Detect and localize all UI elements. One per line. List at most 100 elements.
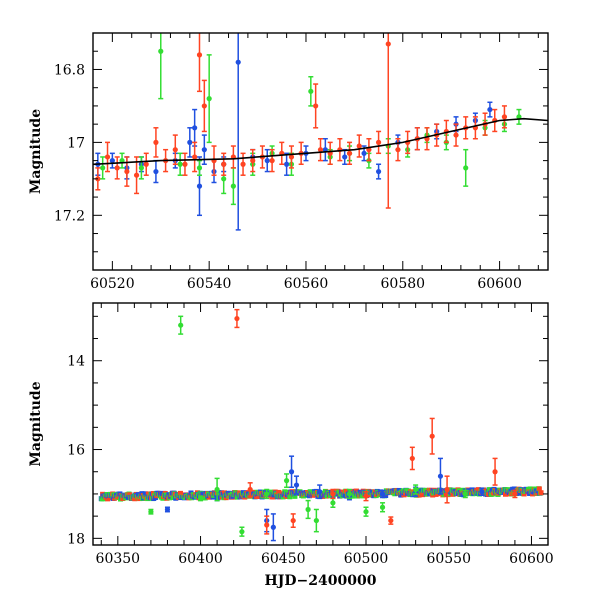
data-point <box>214 477 220 502</box>
data-point <box>196 159 203 176</box>
data-point <box>346 488 353 500</box>
point-marker <box>196 52 203 58</box>
data-point <box>317 484 323 500</box>
point-marker <box>114 165 120 171</box>
data-point <box>182 152 188 176</box>
data-point <box>192 141 198 173</box>
point-marker <box>444 486 450 493</box>
x-tick-label: 60540 <box>187 276 232 292</box>
point-marker <box>361 150 367 156</box>
baseline-point <box>223 495 229 501</box>
baseline-point <box>132 496 138 502</box>
point-marker <box>221 176 227 182</box>
data-point <box>317 137 324 162</box>
point-marker <box>453 132 459 138</box>
data-point <box>288 455 295 489</box>
point-marker <box>501 114 508 120</box>
point-marker <box>463 165 469 171</box>
point-marker <box>479 489 485 495</box>
data-point <box>283 473 290 489</box>
data-point <box>313 83 319 129</box>
data-point <box>196 33 203 93</box>
x-axis-label: HJD−2400000 <box>265 573 377 589</box>
data-point <box>516 108 522 125</box>
data-point <box>269 148 275 173</box>
point-marker <box>492 469 498 475</box>
top-panel: 60520 60540 60560 60580 60600 16.8 17 17.2 Magni… <box>28 32 549 292</box>
data-point <box>413 484 419 495</box>
data-point <box>234 308 240 329</box>
point-marker <box>379 491 386 497</box>
point-marker <box>240 161 246 167</box>
x-tick-label: 60520 <box>90 276 135 292</box>
baseline-point <box>145 491 151 497</box>
data-point <box>444 475 450 504</box>
baseline-point <box>234 494 240 500</box>
point-marker <box>363 493 369 499</box>
point-marker <box>104 154 111 160</box>
point-marker <box>305 506 311 513</box>
point-marker <box>133 172 140 178</box>
point-marker <box>342 154 348 160</box>
point-marker <box>284 161 290 167</box>
baseline-point <box>511 486 517 492</box>
data-point <box>239 526 245 537</box>
baseline-point <box>343 488 349 494</box>
data-point <box>143 152 149 176</box>
data-point <box>288 145 295 169</box>
data-point <box>346 141 353 166</box>
data-point <box>240 152 246 176</box>
point-marker <box>293 482 300 488</box>
point-marker <box>148 509 154 515</box>
x-tick-label: 60560 <box>284 276 329 292</box>
axes-frame <box>92 32 549 271</box>
data-point <box>206 54 212 144</box>
y-tick-label: 17 <box>67 135 85 151</box>
point-marker <box>330 500 336 506</box>
point-marker <box>138 165 145 171</box>
x-tick-label: 60580 <box>381 276 426 292</box>
point-marker <box>317 489 323 495</box>
point-marker <box>201 147 207 153</box>
data-point <box>463 148 469 187</box>
point-marker <box>234 315 240 322</box>
baseline-point <box>276 489 282 495</box>
baseline-point <box>516 490 522 496</box>
point-marker <box>264 522 270 528</box>
baseline-point <box>392 491 398 497</box>
x-tick-label: 60450 <box>261 551 306 567</box>
data-point <box>290 513 296 528</box>
data-point <box>230 145 236 169</box>
point-marker <box>239 529 245 535</box>
data-point <box>250 148 256 173</box>
point-marker <box>172 147 178 153</box>
y-tick-label: 18 <box>67 531 85 547</box>
point-marker <box>201 103 207 109</box>
data-point <box>100 156 106 180</box>
point-marker <box>375 139 382 145</box>
bottom-panel: 60350 60400 60450 60500 60550 60600 14 16 18 Magn… <box>28 302 554 589</box>
x-tick-label: 60600 <box>477 276 522 292</box>
point-marker <box>250 158 256 164</box>
data-point <box>308 76 314 107</box>
point-marker <box>313 103 319 109</box>
point-marker <box>413 486 419 493</box>
data-point <box>264 515 270 535</box>
plot-area <box>98 308 544 542</box>
point-marker <box>192 154 198 160</box>
point-marker <box>375 168 382 175</box>
point-marker <box>230 183 236 189</box>
point-marker <box>177 161 183 167</box>
point-marker <box>187 139 193 145</box>
baseline-point <box>287 494 293 500</box>
data-point <box>293 475 300 495</box>
data-point <box>363 490 369 502</box>
baseline-point <box>218 494 224 500</box>
y-tick-label: 16 <box>67 443 85 459</box>
data-point <box>178 315 184 335</box>
data-point <box>512 489 518 499</box>
point-marker <box>264 158 270 164</box>
data-point <box>437 457 444 495</box>
point-marker <box>379 504 386 510</box>
